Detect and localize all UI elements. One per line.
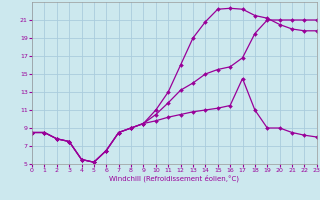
X-axis label: Windchill (Refroidissement éolien,°C): Windchill (Refroidissement éolien,°C) <box>109 175 239 182</box>
